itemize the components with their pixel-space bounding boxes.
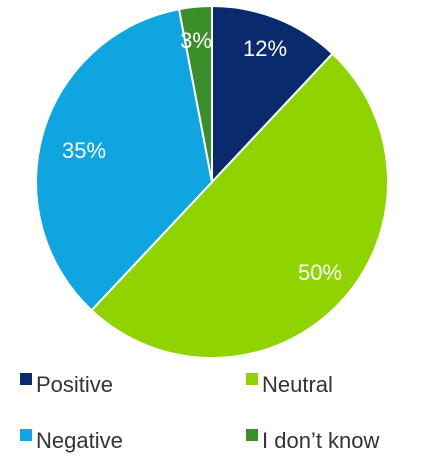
legend: Positive Neutral Negative I don’t know <box>20 372 380 453</box>
label-positive: 12% <box>243 36 287 61</box>
legend-dont-know: I don’t know <box>246 428 380 453</box>
legend-positive: Positive <box>20 372 113 397</box>
slice-labels: 12% 50% 35% 3% <box>62 28 342 285</box>
slice-neutral <box>90 52 389 359</box>
legend-neutral-label: Neutral <box>262 372 333 397</box>
legend-dont-know-label: I don’t know <box>262 428 380 453</box>
legend-negative-swatch <box>20 429 32 441</box>
slice-negative <box>35 8 213 312</box>
legend-dont-know-swatch <box>246 429 258 441</box>
legend-neutral: Neutral <box>246 372 333 397</box>
pie-slices <box>35 5 389 359</box>
label-dont-know: 3% <box>180 28 212 53</box>
legend-negative-label: Negative <box>36 428 123 453</box>
legend-neutral-swatch <box>246 373 258 385</box>
legend-negative: Negative <box>20 428 123 453</box>
legend-positive-swatch <box>20 373 32 385</box>
slice-dont-know <box>178 5 213 183</box>
slice-positive <box>211 5 334 183</box>
label-neutral: 50% <box>298 260 342 285</box>
legend-positive-label: Positive <box>36 372 113 397</box>
label-negative: 35% <box>62 138 106 163</box>
